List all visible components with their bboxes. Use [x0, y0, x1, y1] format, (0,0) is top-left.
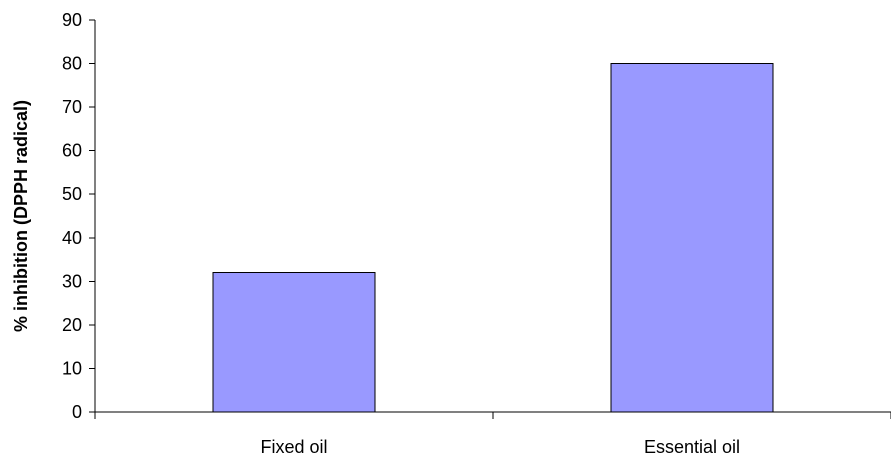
y-tick-label: 30 [62, 271, 82, 291]
x-tick-label: Essential oil [644, 437, 740, 457]
y-tick-label: 20 [62, 315, 82, 335]
y-tick-label: 50 [62, 184, 82, 204]
y-tick-label: 0 [72, 402, 82, 422]
y-tick-label: 80 [62, 54, 82, 74]
y-axis-title: % inhibition (DPPH radical) [11, 100, 31, 332]
x-tick-label: Fixed oil [260, 437, 327, 457]
x-axis: Fixed oil Essential oil [94, 411, 891, 457]
y-tick-label: 90 [62, 10, 82, 30]
y-tick-label: 70 [62, 97, 82, 117]
y-tick-label: 40 [62, 228, 82, 248]
y-axis: 0 10 20 30 40 50 60 70 80 90 [62, 10, 96, 422]
bar-essential-oil [610, 63, 774, 413]
y-tick-label: 60 [62, 141, 82, 161]
y-tick-label: 10 [62, 358, 82, 378]
bars [212, 63, 774, 413]
bar-fixed-oil [212, 272, 376, 413]
